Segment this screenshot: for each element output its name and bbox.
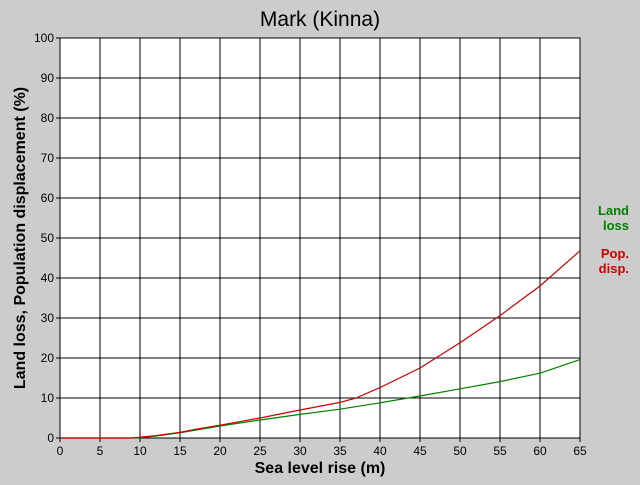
x-axis-label: Sea level rise (m) (255, 460, 386, 477)
y-tick-label: 40 (41, 271, 55, 285)
grid-lines (59, 37, 581, 439)
y-tick-label: 0 (47, 431, 54, 445)
legend-label: Pop. (601, 246, 629, 261)
y-tick-label: 60 (41, 191, 55, 205)
series-line-pop-disp (60, 250, 581, 439)
x-tick-label: 20 (213, 444, 227, 458)
y-tick-label: 100 (34, 31, 54, 45)
x-tick-label: 65 (573, 444, 587, 458)
y-tick-label: 50 (41, 231, 55, 245)
x-tick-label: 5 (97, 444, 104, 458)
x-tick-label: 60 (533, 444, 547, 458)
y-tick-label: 80 (41, 111, 55, 125)
chart-title: Mark (Kinna) (260, 8, 380, 31)
legend-label: disp. (599, 261, 629, 276)
x-tick-label: 15 (173, 444, 187, 458)
x-tick-label: 40 (373, 444, 387, 458)
legend-entry: Pop.disp. (599, 246, 629, 276)
x-tick-label: 10 (133, 444, 147, 458)
y-tick-label: 30 (41, 311, 55, 325)
y-tick-label: 20 (41, 351, 55, 365)
series-layer (60, 250, 581, 439)
y-tick-label: 10 (41, 391, 55, 405)
x-tick-label: 50 (453, 444, 467, 458)
x-tick-label: 30 (293, 444, 307, 458)
y-axis-ticks: 0 10 20 30 40 50 60 70 80 90 100 (34, 31, 60, 445)
y-tick-label: 90 (41, 71, 55, 85)
y-tick-label: 70 (41, 151, 55, 165)
x-tick-label: 25 (253, 444, 267, 458)
y-axis-label: Land loss, Population displacement (%) (12, 87, 29, 389)
x-axis-ticks: 0 5 10 15 20 25 30 35 40 45 50 55 60 65 (57, 438, 587, 458)
x-tick-label: 55 (493, 444, 507, 458)
legend-label: loss (603, 218, 629, 233)
legend-label: Land (598, 203, 629, 218)
x-tick-label: 45 (413, 444, 427, 458)
x-tick-label: 0 (57, 444, 64, 458)
x-tick-label: 35 (333, 444, 347, 458)
